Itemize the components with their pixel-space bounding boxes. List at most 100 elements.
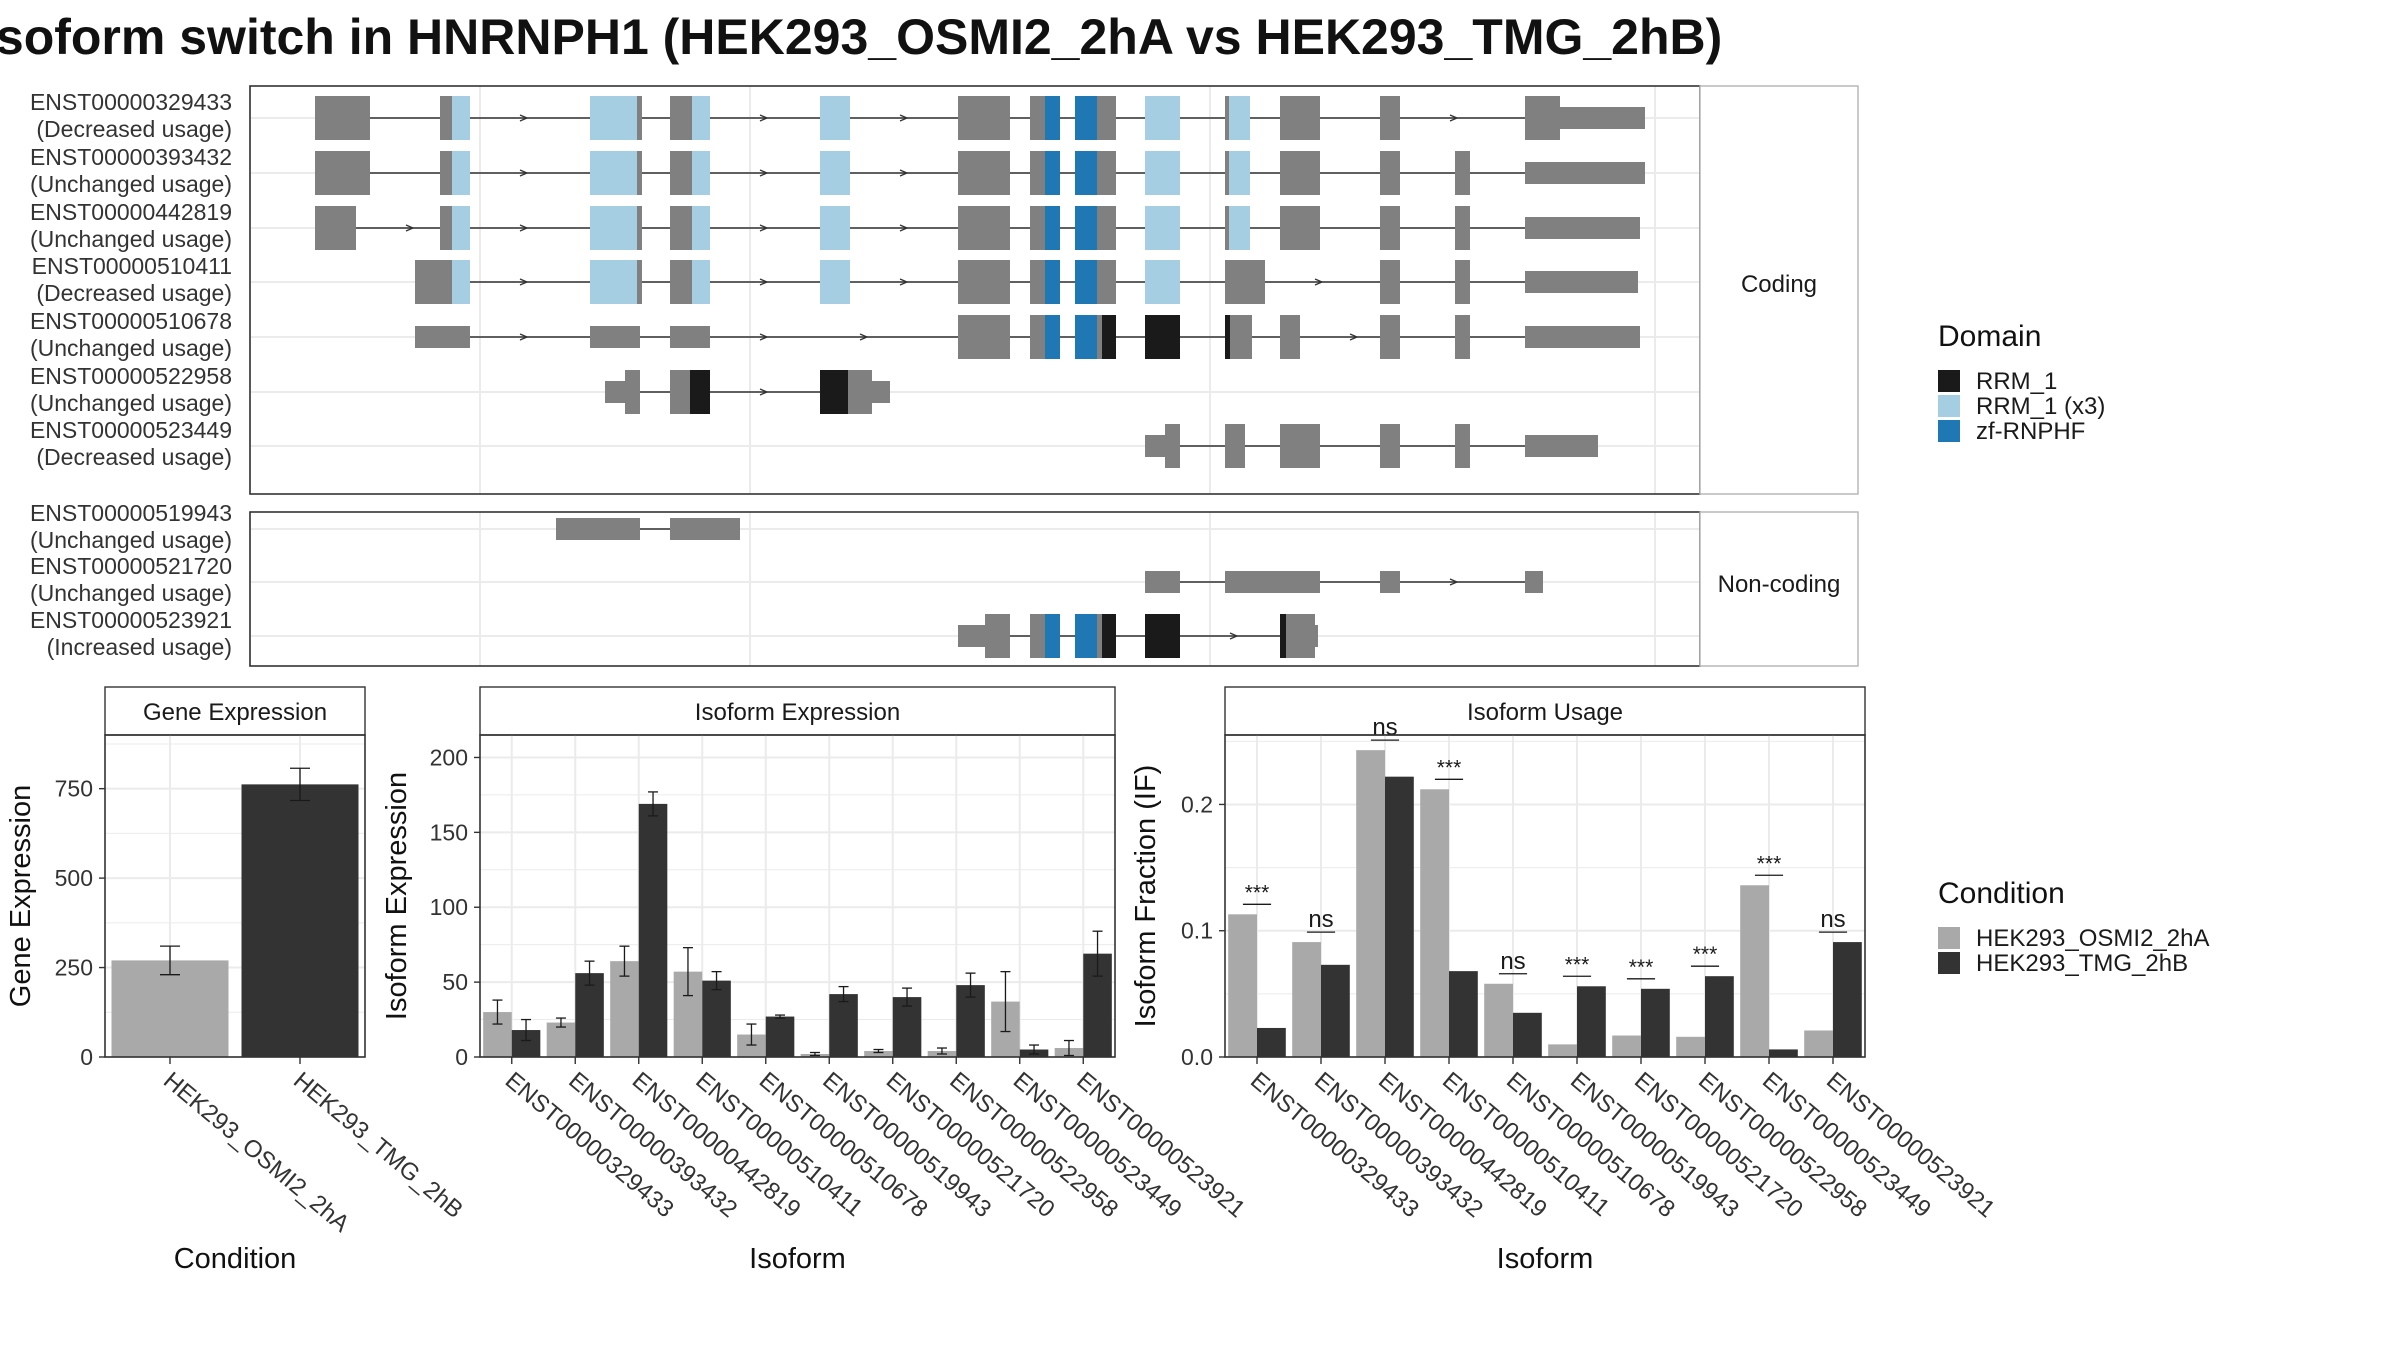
bar (829, 994, 858, 1057)
exon-block (1380, 424, 1400, 468)
exon-block (1097, 206, 1116, 250)
exon-block (452, 151, 470, 195)
exon-block (1280, 206, 1320, 250)
significance-label: ns (1820, 906, 1845, 933)
intron-arrow (405, 224, 415, 232)
exon-block (985, 614, 1010, 658)
transcript-usage-label: (Unchanged usage) (30, 335, 232, 361)
exon-block (590, 151, 637, 195)
exon-block (1145, 571, 1180, 593)
exon-block (1225, 260, 1230, 304)
intron-arrow (759, 169, 769, 177)
exon-block (1045, 151, 1060, 195)
intron-arrow (1449, 114, 1459, 122)
exon-block (692, 96, 710, 140)
exon-block (820, 260, 850, 304)
exon-block (1380, 96, 1400, 140)
exon-block (820, 206, 850, 250)
exon-block (820, 370, 848, 414)
exon-block (670, 326, 710, 348)
significance-label: *** (1693, 943, 1718, 966)
exon-block (1000, 315, 1010, 359)
chart-panel-border (104, 734, 366, 1058)
exon-block (1045, 614, 1060, 658)
exon-block (1102, 315, 1116, 359)
transcript-id-label: ENST00000519943 (30, 500, 232, 526)
exon-block (1380, 315, 1400, 359)
bar (1513, 1012, 1542, 1057)
exon-block (958, 151, 965, 195)
exon-block (1075, 315, 1097, 359)
exon-block (1455, 206, 1470, 250)
intron-arrow (1229, 632, 1239, 640)
y-tick-label: 200 (430, 744, 468, 770)
significance-label: *** (1437, 756, 1462, 779)
bar (610, 961, 639, 1057)
exon-block (637, 260, 642, 304)
y-tick-label: 0.0 (1181, 1044, 1213, 1070)
exon-block (315, 96, 370, 140)
transcript-id-label: ENST00000522958 (30, 363, 232, 389)
significance-label: ns (1500, 948, 1525, 975)
exon-block (1145, 614, 1180, 658)
exon-block (637, 96, 642, 140)
significance-label: *** (1757, 852, 1782, 875)
exon-block (1097, 315, 1102, 359)
y-tick-label: 500 (55, 865, 93, 891)
intron-arrow (519, 333, 529, 341)
exon-block (1030, 206, 1045, 250)
exon-block (965, 96, 1010, 140)
chart-title-strip (479, 686, 1116, 736)
exon-block (1145, 435, 1165, 457)
exon-block (670, 151, 692, 195)
exon-block (958, 625, 985, 647)
exon-block (1230, 260, 1265, 304)
legend-label: zf-RNPHF (1976, 418, 2085, 445)
intron-arrow (899, 114, 909, 122)
bar (1420, 789, 1449, 1057)
exon-block (690, 370, 710, 414)
transcript-id-label: ENST00000442819 (30, 199, 232, 225)
exon-block (1560, 107, 1645, 129)
significance-label: ns (1308, 906, 1333, 933)
transcript-usage-label: (Unchanged usage) (30, 171, 232, 197)
intron-arrow (899, 169, 909, 177)
exon-block (452, 206, 470, 250)
exon-block (692, 206, 710, 250)
bar (892, 997, 922, 1057)
bar (765, 1016, 795, 1057)
exon-block (1145, 151, 1180, 195)
transcript-id-label: ENST00000521720 (30, 553, 232, 579)
transcript-usage-label: (Increased usage) (47, 634, 232, 660)
y-tick-label: 0 (80, 1044, 93, 1070)
exon-block (440, 151, 452, 195)
exon-block (1525, 326, 1640, 348)
legend-key (1938, 420, 1960, 442)
exon-block (1030, 96, 1045, 140)
exon-block (820, 96, 850, 140)
exon-block (1525, 571, 1543, 593)
exon-block (872, 381, 890, 403)
transcript-id-label: ENST00000393432 (30, 144, 232, 170)
y-tick-label: 150 (430, 819, 468, 845)
legend-key (1938, 952, 1960, 974)
x-axis-title: Isoform (1497, 1243, 1594, 1275)
intron-arrow (759, 278, 769, 286)
chart-title: Isoform Usage (1467, 699, 1623, 726)
transcript-id-label: ENST00000510411 (32, 253, 232, 279)
exon-block (1097, 151, 1116, 195)
exon-block (958, 260, 965, 304)
exon-block (1225, 96, 1229, 140)
title-clip: Isoform switch in HNRNPH1 (HEK293_OSMI2_… (0, 0, 1880, 90)
significance-label: *** (1629, 956, 1654, 979)
facet-strip (1699, 85, 1859, 495)
exon-block (1045, 96, 1060, 140)
bar (1705, 976, 1734, 1057)
bar (1676, 1036, 1705, 1057)
bar (1641, 988, 1670, 1057)
exon-block (452, 260, 470, 304)
exon-block (1280, 614, 1286, 658)
bar (546, 1022, 576, 1057)
exon-block (958, 96, 965, 140)
